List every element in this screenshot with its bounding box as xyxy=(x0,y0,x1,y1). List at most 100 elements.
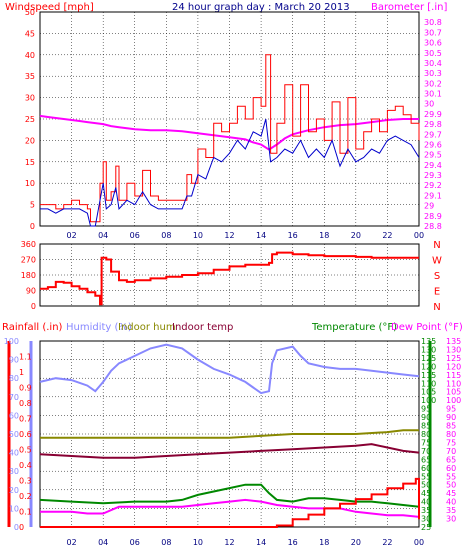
dewpoint-tick-120: 120 xyxy=(446,362,461,371)
barometer-tick-29.5: 29.5 xyxy=(424,151,442,160)
humidity-tick-labels: 0 10 20 30 40 50 60 70 80 90 100 xyxy=(4,337,19,532)
barometer-tick-29.3: 29.3 xyxy=(424,171,442,180)
x-tick-label-10: 10 xyxy=(193,231,203,240)
x-tick-label-20: 20 xyxy=(351,538,361,547)
temperature-tick-70: 70 xyxy=(421,447,431,456)
temperature-tick-80: 80 xyxy=(421,430,431,439)
dewpoint-tick-65: 65 xyxy=(446,455,456,464)
temperature-tick-75: 75 xyxy=(421,438,431,447)
temperature-tick-25: 25 xyxy=(421,523,431,532)
barometer-tick-29.9: 29.9 xyxy=(424,110,442,119)
x-tick-label-04: 04 xyxy=(98,538,108,547)
humidity-tick-70: 70 xyxy=(9,393,19,402)
barometer-tick-29.1: 29.1 xyxy=(424,191,442,200)
temperature-tick-30: 30 xyxy=(421,515,431,524)
windspeed-tick-25: 25 xyxy=(25,115,35,124)
compass-label: W xyxy=(432,256,442,267)
x-tick-label-18: 18 xyxy=(319,538,329,547)
x-tick-label-02: 02 xyxy=(66,231,76,240)
humidity-tick-90: 90 xyxy=(9,356,19,365)
panel-wind-series xyxy=(39,54,420,227)
dewpoint-tick-110: 110 xyxy=(446,379,461,388)
x-tick-label-18: 18 xyxy=(319,231,329,240)
temperature-tick-100: 100 xyxy=(421,396,436,405)
dewpoint-tick-30: 30 xyxy=(446,515,456,524)
barometer-tick-30.5: 30.5 xyxy=(424,49,442,58)
dewpoint-tick-100: 100 xyxy=(446,396,461,405)
x-tick-label-12: 12 xyxy=(224,538,234,547)
dewpoint-tick-50: 50 xyxy=(446,481,456,490)
temperature-tick-115: 115 xyxy=(421,371,436,380)
direction-tick-180: 180 xyxy=(21,271,36,280)
x-tick-label-20: 20 xyxy=(351,231,361,240)
windspeed-tick-20: 20 xyxy=(25,136,35,145)
average-wind-line xyxy=(40,118,420,227)
dewpoint-tick-80: 80 xyxy=(446,430,456,439)
windspeed-tick-labels: 0 5 10 15 20 25 30 35 40 45 50 xyxy=(25,8,35,231)
temperature-tick-35: 35 xyxy=(421,506,431,515)
x-tick-label-10: 10 xyxy=(193,538,203,547)
indoor_hum-line xyxy=(40,429,419,439)
humidity-tick-0: 0 xyxy=(14,523,19,532)
rainfall-tick-1: 1 xyxy=(19,368,24,377)
dewpoint-line xyxy=(40,498,420,518)
dewpoint-tick-130: 130 xyxy=(446,345,461,354)
humidity-tick-30: 30 xyxy=(9,467,19,476)
humidity-tick-60: 60 xyxy=(9,411,19,420)
direction-tick-90: 90 xyxy=(26,287,36,296)
direction-tick-360: 360 xyxy=(21,240,36,249)
windspeed-tick-35: 35 xyxy=(25,72,35,81)
rainfall-tick-0.8: 0.8 xyxy=(19,399,32,408)
humidity-tick-20: 20 xyxy=(9,486,19,495)
temperature-tick-45: 45 xyxy=(421,489,431,498)
dewpoint-tick-125: 125 xyxy=(446,354,461,363)
barometer-tick-29.4: 29.4 xyxy=(424,161,442,170)
x-tick-label-02: 02 xyxy=(66,538,76,547)
x-tick-label-00: 00 xyxy=(414,231,424,240)
barometer-tick-28.8: 28.8 xyxy=(424,222,442,231)
direction-tick-labels: 0 90 180 270 360 xyxy=(21,240,36,311)
temperature-tick-60: 60 xyxy=(421,464,431,473)
barometer-axis-label: Barometer [.in] xyxy=(371,2,447,13)
barometer-tick-30.2: 30.2 xyxy=(424,79,442,88)
temperature-tick-40: 40 xyxy=(421,498,431,507)
barometer-tick-29.2: 29.2 xyxy=(424,181,442,190)
rainfall-tick-0.7: 0.7 xyxy=(19,415,32,424)
barometer-tick-28.9: 28.9 xyxy=(424,212,442,221)
x-tick-label-06: 06 xyxy=(130,538,140,547)
dewpoint-tick-55: 55 xyxy=(446,472,456,481)
barometer-tick-30.6: 30.6 xyxy=(424,39,442,48)
temperature-tick-55: 55 xyxy=(421,472,431,481)
rainfall-tick-0.5: 0.5 xyxy=(19,446,32,455)
x-tick-label-04: 04 xyxy=(98,231,108,240)
indoor-hum-label: Indoor hum xyxy=(118,322,176,333)
rainfall-tick-0.9: 0.9 xyxy=(19,384,32,393)
rainfall-tick-0.1: 0.1 xyxy=(19,508,32,517)
windspeed-tick-40: 40 xyxy=(25,51,35,60)
humidity-line xyxy=(39,343,420,395)
temperature-tick-120: 120 xyxy=(421,362,436,371)
panel-multi-x-tick-labels: 02 04 06 08 10 12 14 16 18 20 22 00 xyxy=(66,538,424,547)
dewpoint-tick-35: 35 xyxy=(446,506,456,515)
wind-direction-line xyxy=(40,251,419,306)
x-tick-label-14: 14 xyxy=(256,231,266,240)
x-tick-label-00: 00 xyxy=(414,538,424,547)
dewpoint-tick-95: 95 xyxy=(446,405,456,414)
panel-wind-x-tick-labels: 02 04 06 08 10 12 14 16 18 20 22 00 xyxy=(66,231,424,240)
rainfall-tick-labels: 0 0.1 0.2 0.3 0.4 0.5 0.6 0.7 0.8 0.9 1 1.1 xyxy=(19,353,32,533)
barometer-tick-29: 29 xyxy=(424,202,434,211)
humidity-tick-50: 50 xyxy=(9,430,19,439)
temperature-tick-110: 110 xyxy=(421,379,436,388)
barometer-tick-30: 30 xyxy=(424,100,434,109)
temperature-tick-90: 90 xyxy=(421,413,431,422)
windspeed-tick-15: 15 xyxy=(25,158,35,167)
x-tick-label-14: 14 xyxy=(256,538,266,547)
temperature-tick-65: 65 xyxy=(421,455,431,464)
dewpoint-tick-75: 75 xyxy=(446,438,456,447)
barometer-tick-29.7: 29.7 xyxy=(424,130,442,139)
temperature-tick-130: 130 xyxy=(421,345,436,354)
direction-tick-0: 0 xyxy=(31,302,36,311)
